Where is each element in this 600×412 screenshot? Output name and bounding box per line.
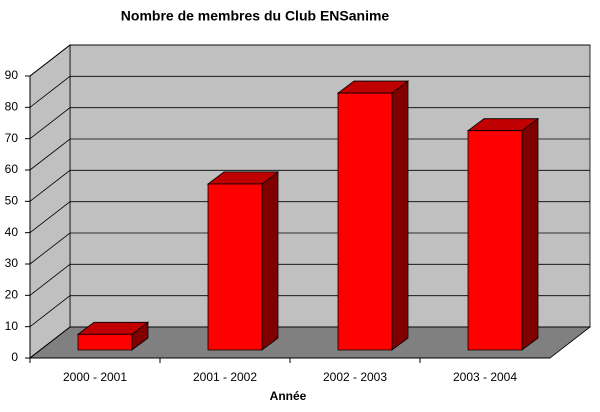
y-tick-label: 60 (5, 162, 19, 176)
grid-line (29, 232, 590, 265)
y-tick-label: 70 (5, 131, 19, 145)
x-tick-label: 2001 - 2002 (193, 370, 257, 384)
x-tick-label: 2002 - 2003 (323, 370, 387, 384)
x-tick-label: 2000 - 2001 (63, 370, 127, 384)
grid-line (29, 44, 590, 77)
y-tick-label: 30 (5, 256, 19, 270)
x-tick-label: 2003 - 2004 (453, 370, 517, 384)
bar-front (467, 130, 523, 351)
grid-line (29, 169, 590, 202)
bar (336, 80, 410, 351)
grid-line (29, 138, 590, 171)
bar (76, 321, 150, 351)
y-tick-label: 90 (5, 68, 19, 82)
bar (206, 171, 280, 351)
y-tick-label: 80 (5, 100, 19, 114)
grid-line (29, 263, 590, 296)
bar-front (337, 92, 393, 351)
x-axis-label: Année (270, 389, 307, 403)
bar-side (521, 117, 539, 351)
grid-line (29, 326, 590, 359)
y-tick-label: 50 (5, 194, 19, 208)
bar-front (207, 183, 263, 351)
grid-line (29, 201, 590, 233)
grid-line (29, 107, 590, 139)
bar-front (77, 333, 133, 351)
y-tick-label: 0 (11, 350, 18, 364)
bar-side (391, 80, 409, 351)
bar-side (261, 171, 279, 351)
bar (466, 117, 540, 351)
y-tick-label: 10 (5, 319, 19, 333)
grid-line (29, 295, 590, 327)
y-tick-label: 20 (5, 288, 19, 302)
chart-title: Nombre de membres du Club ENSanime (121, 8, 390, 24)
y-tick-label: 40 (5, 225, 19, 239)
grid-line (29, 75, 590, 108)
